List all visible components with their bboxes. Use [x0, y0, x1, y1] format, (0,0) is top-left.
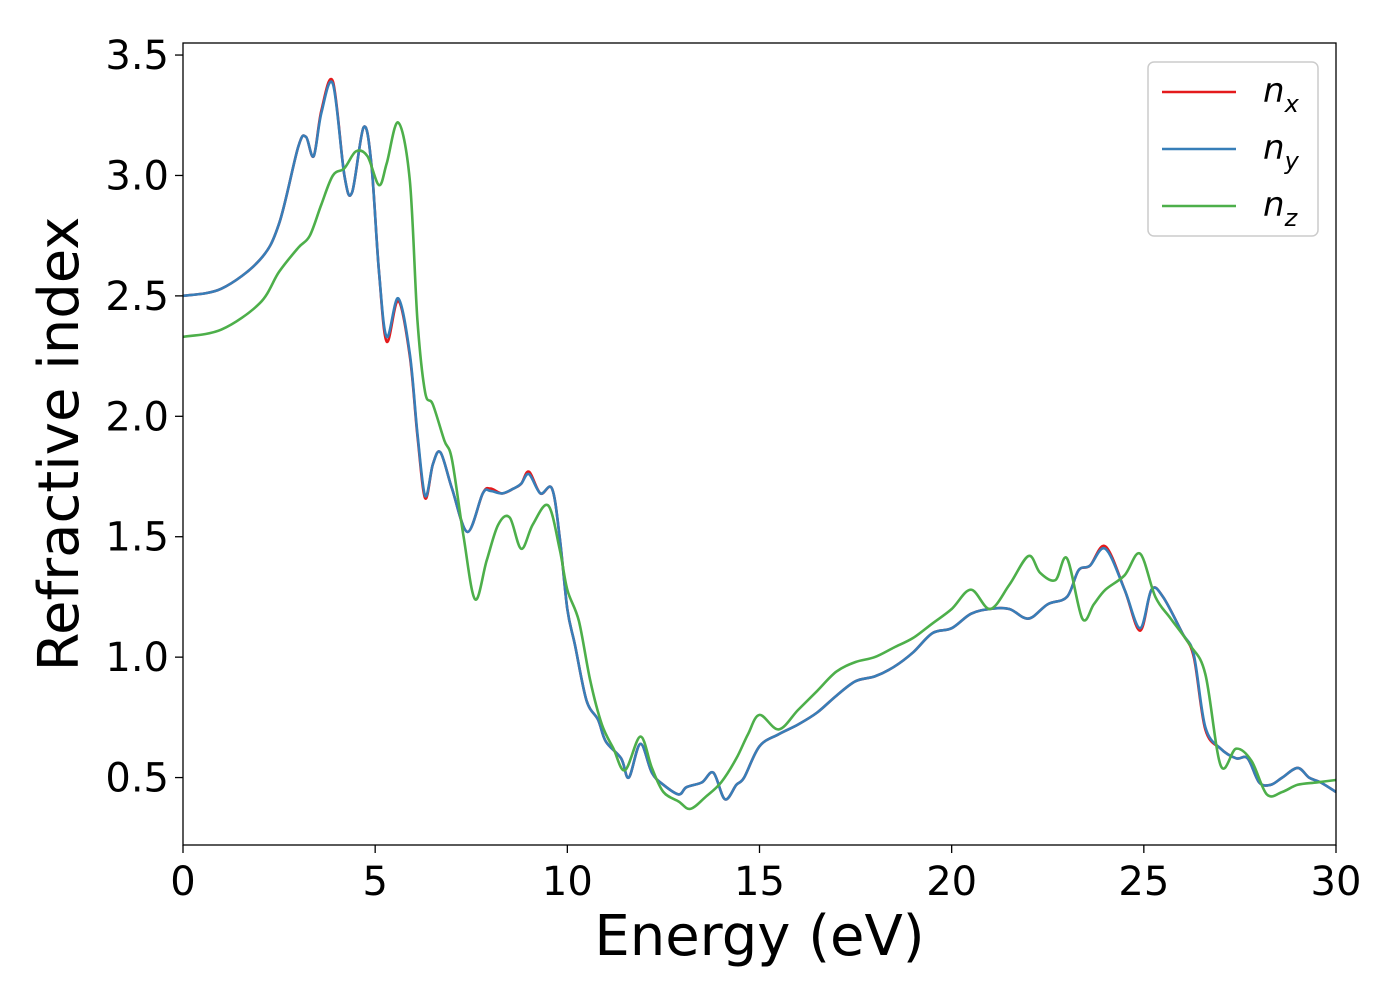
y-tick-label: 1.5 [105, 515, 169, 561]
y-tick-label: 3.5 [105, 33, 169, 79]
y-axis-label: Refractive index [27, 217, 92, 672]
axis-ticks: 0 5 10 15 20 25 30 0.5 1.0 1.5 2.0 2.5 3.0 3.5 [105, 33, 1361, 905]
y-tick-label: 0.5 [105, 756, 169, 802]
y-tick-label: 2.0 [105, 394, 169, 440]
legend-label-nx: nx [1263, 71, 1300, 118]
y-tick-label: 2.5 [105, 274, 169, 320]
x-tick-label: 15 [734, 859, 785, 905]
y-tick-label: 3.0 [105, 153, 169, 199]
x-tick-label: 5 [362, 859, 387, 905]
series-line-ny [183, 80, 1336, 801]
x-tick-label: 20 [926, 859, 977, 905]
x-axis-label: Energy (eV) [594, 904, 924, 969]
legend-label-nz: nz [1263, 185, 1299, 232]
series-lines [183, 77, 1336, 811]
legend-label-ny: ny [1263, 128, 1300, 175]
x-tick-label: 10 [542, 859, 593, 905]
series-line-nz [183, 121, 1336, 811]
x-tick-label: 0 [170, 859, 195, 905]
legend: nx ny nz [1147, 61, 1319, 237]
y-tick-label: 1.0 [105, 635, 169, 681]
x-tick-label: 25 [1118, 859, 1169, 905]
x-tick-label: 30 [1311, 859, 1362, 905]
